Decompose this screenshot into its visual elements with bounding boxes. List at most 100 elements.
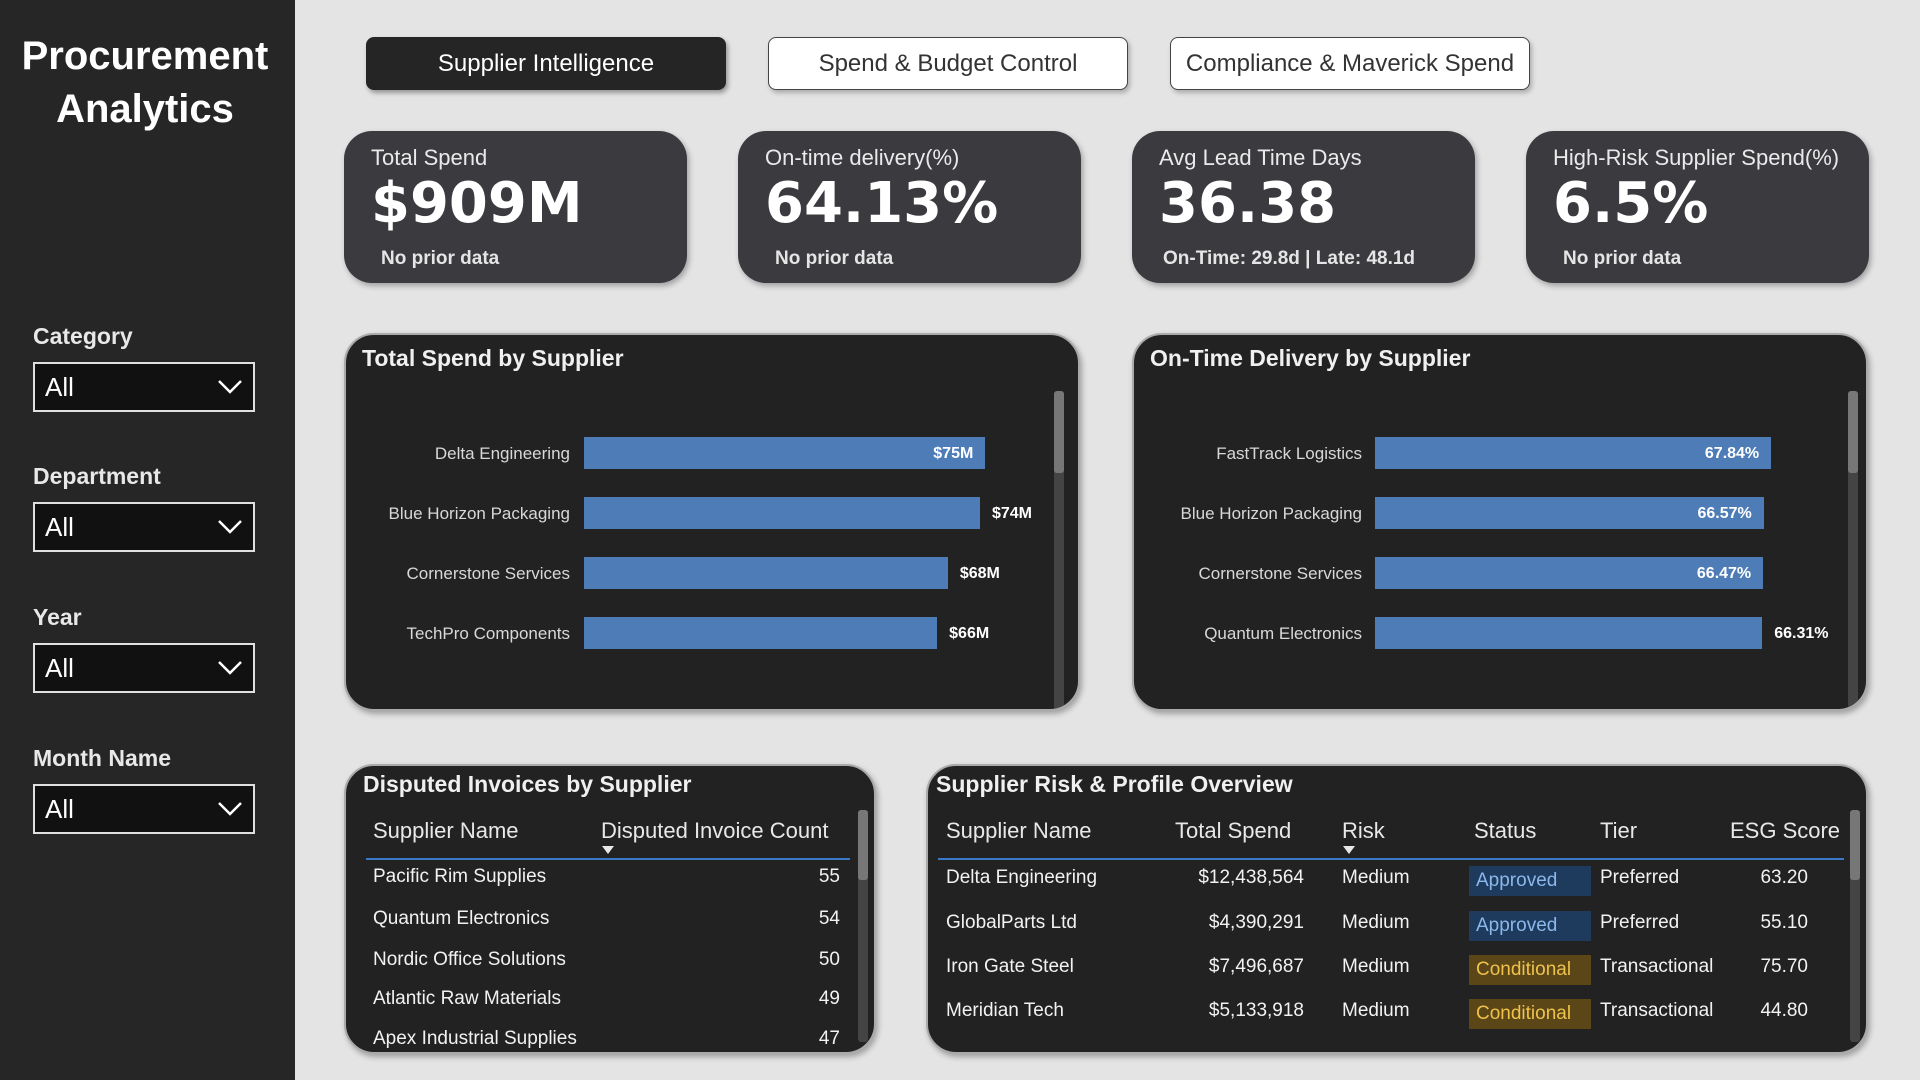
scrollbar[interactable] [1054, 391, 1064, 709]
chevron-down-icon [218, 380, 242, 394]
supplier-name-cell: GlobalParts Ltd [946, 912, 1077, 933]
month-dropdown[interactable]: All [33, 784, 255, 834]
column-header-total-spend[interactable]: Total Spend [1175, 818, 1292, 843]
scrollbar-thumb[interactable] [1054, 391, 1064, 473]
scrollbar-thumb[interactable] [1848, 391, 1858, 473]
total-spend-cell: $5,133,918 [1208, 1000, 1304, 1021]
disputed-count-cell: 47 [818, 1028, 840, 1049]
disputed-invoices-table: Disputed Invoices by Supplier Supplier N… [344, 764, 876, 1054]
table-row[interactable]: Quantum Electronics 54 [346, 908, 846, 938]
sort-down-icon[interactable] [602, 846, 614, 854]
kpi-value: 6.5% [1553, 171, 1709, 236]
bar-value-label: $68M [959, 565, 1000, 582]
year-dropdown[interactable]: All [33, 643, 255, 693]
risk-cell: Medium [1342, 956, 1410, 977]
disputed-count-cell: 49 [818, 988, 840, 1009]
supplier-name-cell: Pacific Rim Supplies [373, 866, 547, 887]
bar[interactable] [1375, 437, 1772, 469]
category-dropdown-value: All [45, 371, 74, 402]
bar[interactable] [584, 497, 980, 529]
kpi-label: High-Risk Supplier Spend(%) [1553, 145, 1840, 170]
bar[interactable] [1375, 617, 1763, 649]
kpi-label: On-time delivery(%) [765, 145, 960, 170]
chevron-down-icon [218, 520, 242, 534]
tier-cell: Preferred [1600, 912, 1680, 933]
bar[interactable] [584, 437, 986, 469]
filter-department-label: Department [33, 463, 161, 489]
column-header-status[interactable]: Status [1474, 818, 1537, 843]
app-title-line2: Analytics [56, 87, 234, 131]
disputed-count-cell: 55 [818, 866, 840, 887]
scrollbar-thumb[interactable] [858, 810, 868, 880]
bar-category-label: Delta Engineering [434, 444, 570, 463]
bar-row[interactable]: Cornerstone Services 66.47% [1134, 557, 1854, 591]
column-header-tier[interactable]: Tier [1600, 818, 1638, 843]
bar-row[interactable]: Delta Engineering $75M [346, 437, 1066, 471]
bar[interactable] [584, 617, 938, 649]
table-row[interactable]: Meridian Tech $5,133,918 Medium Transaction… [928, 999, 1844, 1031]
tab-supplier-intelligence[interactable]: Supplier Intelligence [366, 37, 726, 90]
column-header-supplier-name[interactable]: Supplier Name [373, 818, 519, 843]
chart-title: On-Time Delivery by Supplier [1150, 345, 1471, 371]
scrollbar-thumb[interactable] [1850, 810, 1860, 880]
supplier-name-cell: Delta Engineering [946, 867, 1098, 888]
column-header-risk[interactable]: Risk [1342, 818, 1385, 843]
category-dropdown[interactable]: All [33, 362, 255, 412]
table-row[interactable]: Nordic Office Solutions 50 [346, 949, 846, 979]
column-header-disputed-invoice-count[interactable]: Disputed Invoice Count [601, 818, 829, 843]
tab-spend-budget-control[interactable]: Spend & Budget Control [768, 37, 1128, 90]
bar-row[interactable]: Cornerstone Services $68M [346, 557, 1066, 591]
bar-category-label: TechPro Components [406, 624, 570, 643]
supplier-name-cell: Meridian Tech [946, 1000, 1064, 1021]
chart-on-time-delivery-by-supplier: On-Time Delivery by Supplier FastTrack L… [1132, 333, 1868, 711]
table-row[interactable]: Atlantic Raw Materials 49 [346, 988, 846, 1018]
kpi-card-avg-lead-time: Avg Lead Time Days 36.38 On-Time: 29.8d … [1132, 131, 1475, 283]
sort-down-icon[interactable] [1343, 846, 1355, 854]
kpi-sub: On-Time: 29.8d | Late: 48.1d [1163, 248, 1416, 269]
esg-score-cell: 63.20 [1760, 867, 1808, 888]
table-row[interactable]: Pacific Rim Supplies 55 [346, 866, 846, 896]
bar-row[interactable]: Blue Horizon Packaging 66.57% [1134, 497, 1854, 531]
scrollbar[interactable] [858, 810, 868, 1042]
tab-compliance-maverick-spend[interactable]: Compliance & Maverick Spend [1170, 37, 1530, 90]
table-row[interactable]: Iron Gate Steel $7,496,687 Medium Transacti… [928, 955, 1844, 987]
table-row[interactable]: Apex Industrial Supplies 47 [346, 1028, 846, 1052]
bar-row[interactable]: Quantum Electronics 66.31% [1134, 617, 1854, 651]
header-divider [366, 858, 850, 860]
bar-row[interactable]: TechPro Components $66M [346, 617, 1066, 651]
bar[interactable] [1375, 497, 1764, 529]
tier-cell: Transactional [1600, 1000, 1714, 1021]
column-header-esg-score[interactable]: ESG Score [1730, 818, 1841, 843]
chevron-down-icon [218, 802, 242, 816]
bar[interactable] [1375, 557, 1764, 589]
bar-value-label: 67.84% [1704, 445, 1760, 462]
filter-year-label: Year [33, 604, 82, 630]
esg-score-cell: 55.10 [1760, 912, 1808, 933]
bar-category-label: Quantum Electronics [1204, 624, 1362, 643]
bar-value-label: $74M [991, 505, 1032, 522]
chart-total-spend-by-supplier: Total Spend by Supplier Delta Engineerin… [344, 333, 1080, 711]
tier-cell: Transactional [1600, 956, 1714, 977]
app-title-line1: Procurement [21, 34, 269, 78]
kpi-value: 36.38 [1159, 171, 1337, 236]
bar-category-label: Cornerstone Services [1198, 564, 1362, 583]
chart-title: Total Spend by Supplier [362, 345, 624, 371]
table-row[interactable]: Delta Engineering $12,438,564 Medium Prefer… [928, 866, 1844, 898]
month-dropdown-value: All [45, 793, 74, 824]
bar-row[interactable]: FastTrack Logistics 67.84% [1134, 437, 1854, 471]
scrollbar[interactable] [1850, 810, 1860, 1042]
supplier-risk-table: Supplier Risk & Profile Overview Supplie… [926, 764, 1868, 1054]
table-row[interactable]: GlobalParts Ltd $4,390,291 Medium Preferred… [928, 911, 1844, 943]
filter-year: Year All [33, 604, 255, 693]
risk-cell: Medium [1342, 867, 1410, 888]
column-header-supplier-name[interactable]: Supplier Name [946, 818, 1092, 843]
scrollbar[interactable] [1848, 391, 1858, 709]
kpi-value: $909M [371, 171, 583, 236]
status-badge: Approved [1469, 866, 1591, 896]
total-spend-cell: $4,390,291 [1208, 912, 1304, 933]
department-dropdown[interactable]: All [33, 502, 255, 552]
kpi-sub: No prior data [381, 248, 500, 269]
bar-value-label: 66.57% [1697, 505, 1752, 522]
bar[interactable] [584, 557, 948, 589]
bar-row[interactable]: Blue Horizon Packaging $74M [346, 497, 1066, 531]
